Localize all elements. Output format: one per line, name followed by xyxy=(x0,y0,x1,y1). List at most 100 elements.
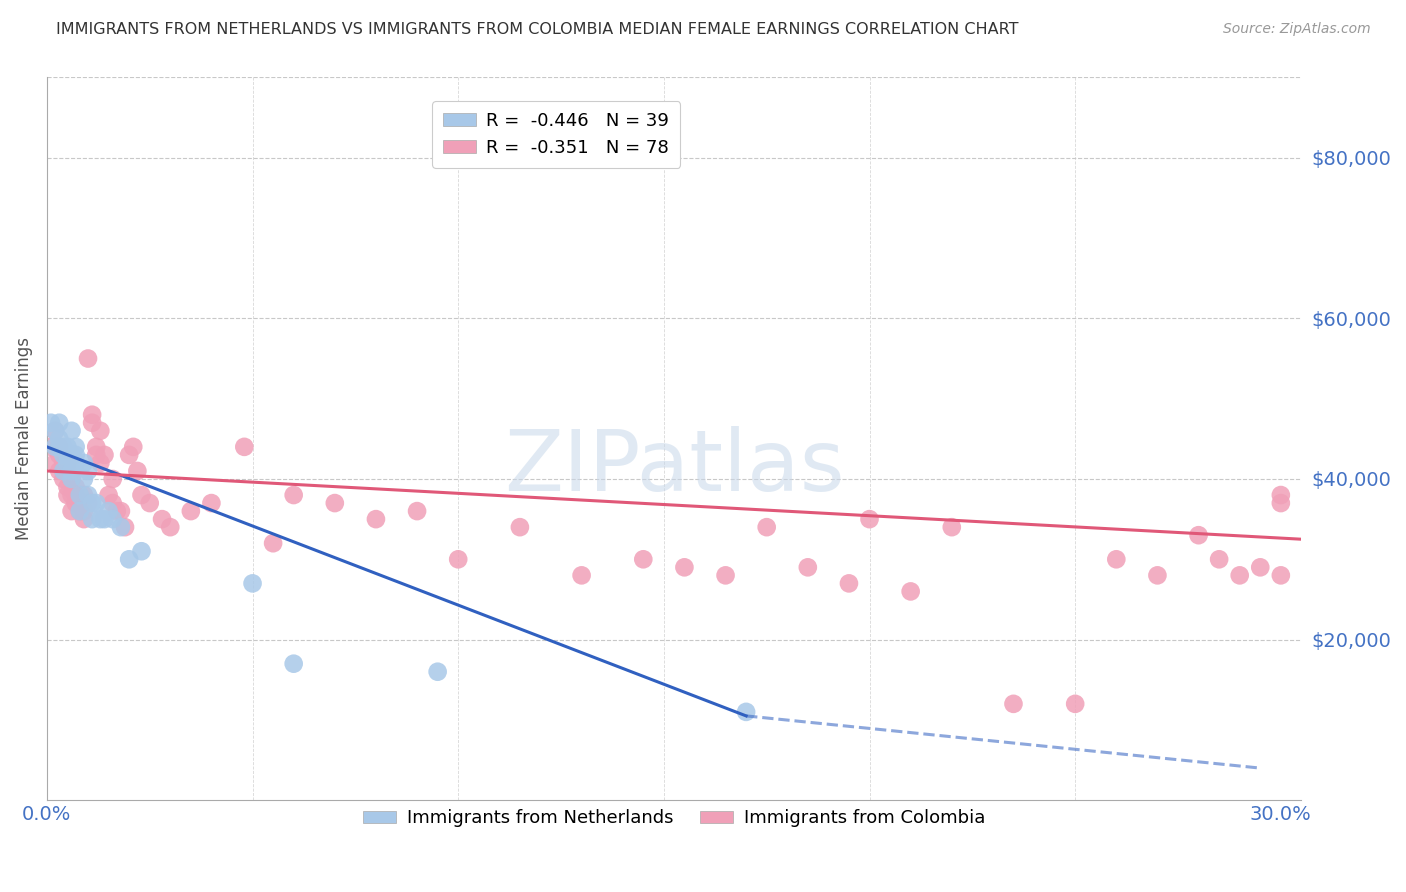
Point xyxy=(1064,697,1087,711)
Point xyxy=(65,440,87,454)
Point xyxy=(159,520,181,534)
Point xyxy=(150,512,173,526)
Point xyxy=(101,496,124,510)
Point xyxy=(44,424,66,438)
Point xyxy=(60,488,83,502)
Point xyxy=(101,512,124,526)
Point xyxy=(60,424,83,438)
Point xyxy=(858,512,880,526)
Point xyxy=(97,488,120,502)
Point xyxy=(82,512,104,526)
Point xyxy=(73,488,96,502)
Point xyxy=(44,440,66,454)
Point xyxy=(69,488,91,502)
Point xyxy=(900,584,922,599)
Point xyxy=(122,440,145,454)
Point xyxy=(69,504,91,518)
Point xyxy=(56,456,79,470)
Point xyxy=(633,552,655,566)
Point xyxy=(941,520,963,534)
Point xyxy=(1270,568,1292,582)
Point xyxy=(69,504,91,518)
Point xyxy=(1002,697,1025,711)
Point xyxy=(127,464,149,478)
Point xyxy=(138,496,160,510)
Point xyxy=(60,464,83,478)
Point xyxy=(114,520,136,534)
Point xyxy=(77,351,100,366)
Point xyxy=(426,665,449,679)
Point xyxy=(60,472,83,486)
Point xyxy=(60,472,83,486)
Point xyxy=(755,520,778,534)
Point xyxy=(69,496,91,510)
Point xyxy=(1270,496,1292,510)
Point xyxy=(48,440,70,454)
Point xyxy=(65,496,87,510)
Point xyxy=(1187,528,1209,542)
Point xyxy=(180,504,202,518)
Point xyxy=(89,424,111,438)
Point xyxy=(283,488,305,502)
Point xyxy=(110,520,132,534)
Point xyxy=(283,657,305,671)
Point xyxy=(131,544,153,558)
Point xyxy=(735,705,758,719)
Point xyxy=(48,464,70,478)
Point xyxy=(56,440,79,454)
Point xyxy=(1270,488,1292,502)
Point xyxy=(48,448,70,462)
Point xyxy=(73,456,96,470)
Point xyxy=(262,536,284,550)
Point xyxy=(1249,560,1271,574)
Point xyxy=(77,488,100,502)
Point xyxy=(65,456,87,470)
Point xyxy=(52,464,75,478)
Point xyxy=(84,496,107,510)
Point xyxy=(797,560,820,574)
Point xyxy=(65,480,87,494)
Point xyxy=(44,456,66,470)
Point xyxy=(673,560,696,574)
Point xyxy=(39,416,62,430)
Point xyxy=(56,488,79,502)
Point xyxy=(65,488,87,502)
Point xyxy=(69,488,91,502)
Point xyxy=(65,448,87,462)
Point xyxy=(84,448,107,462)
Point xyxy=(714,568,737,582)
Point xyxy=(1146,568,1168,582)
Point xyxy=(56,464,79,478)
Point xyxy=(118,448,141,462)
Point xyxy=(73,512,96,526)
Point xyxy=(82,496,104,510)
Text: ZIPatlas: ZIPatlas xyxy=(503,426,845,509)
Point xyxy=(131,488,153,502)
Point xyxy=(60,448,83,462)
Point xyxy=(509,520,531,534)
Legend: Immigrants from Netherlands, Immigrants from Colombia: Immigrants from Netherlands, Immigrants … xyxy=(356,802,993,835)
Point xyxy=(1229,568,1251,582)
Point xyxy=(364,512,387,526)
Y-axis label: Median Female Earnings: Median Female Earnings xyxy=(15,337,32,541)
Point xyxy=(406,504,429,518)
Point xyxy=(60,504,83,518)
Point xyxy=(118,552,141,566)
Point xyxy=(44,424,66,438)
Point xyxy=(52,456,75,470)
Point xyxy=(93,512,115,526)
Point xyxy=(447,552,470,566)
Point xyxy=(110,504,132,518)
Point xyxy=(48,440,70,454)
Point xyxy=(97,504,120,518)
Point xyxy=(233,440,256,454)
Point xyxy=(571,568,593,582)
Point xyxy=(56,480,79,494)
Point xyxy=(200,496,222,510)
Point xyxy=(52,472,75,486)
Point xyxy=(52,448,75,462)
Point xyxy=(1208,552,1230,566)
Point xyxy=(77,464,100,478)
Point xyxy=(93,448,115,462)
Point xyxy=(56,448,79,462)
